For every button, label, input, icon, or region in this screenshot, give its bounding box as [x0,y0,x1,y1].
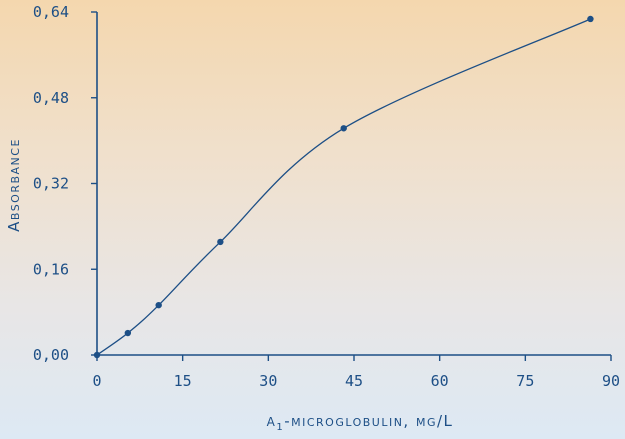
fit-curve [96,18,591,356]
data-point [340,125,347,132]
x-tick-label: 15 [174,372,192,390]
data-point [217,238,224,246]
x-tick-label: 60 [431,372,449,390]
x-axis-title-subscript: 1 [276,422,284,433]
x-axis-title-greek: α [267,411,277,431]
y-tick-label: 0,16 [33,260,69,278]
x-axis-title-text: -microglobulin, mg/L [284,412,453,430]
x-tick-label: 90 [602,372,620,390]
x-tick-label: 0 [92,372,101,390]
x-tick-label: 30 [259,372,277,390]
data-point [587,15,594,23]
y-axis-title: Absorbance [5,138,23,232]
y-tick-label: 0,00 [33,346,69,364]
x-tick-label: 45 [345,372,363,390]
y-ticks: 0,00 0,16 0,32 0,48 0,64 [33,3,97,364]
x-ticks: 0 15 30 45 60 75 90 [92,355,620,390]
y-tick-label: 0,48 [33,89,69,107]
x-axis-title: α1-microglobulin, mg/L [267,411,454,433]
axes [96,12,611,356]
data-points [93,15,594,359]
y-tick-label: 0,32 [33,175,69,193]
data-point [93,351,101,359]
data-point [124,329,132,337]
y-tick-label: 0,64 [33,3,69,21]
x-tick-label: 75 [516,372,534,390]
data-point [155,301,162,309]
